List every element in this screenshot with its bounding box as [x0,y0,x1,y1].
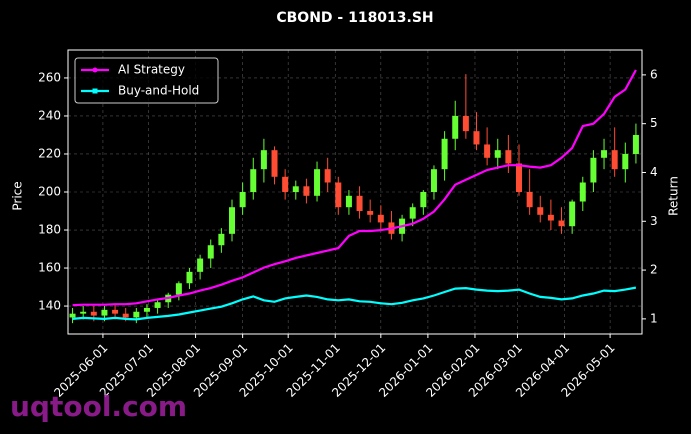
y-tick-label: 260 [38,70,61,84]
legend-marker [92,88,98,94]
candle-body [207,245,214,259]
candle-body [441,138,448,170]
candle-body [314,169,321,196]
candle-body [622,153,629,170]
candle-body [547,214,554,221]
candle-body [324,169,331,183]
candle-body [377,214,384,223]
candle-body [229,207,235,234]
candle-body [112,309,119,314]
y2-tick-label: 4 [650,165,658,179]
y2-tick-label: 1 [650,311,658,325]
y2-tick-label: 5 [650,116,658,130]
plot-frame [67,49,643,335]
candle-body [356,195,363,212]
candle-body [69,313,76,318]
candle-body [122,313,129,318]
legend-marker [92,67,98,73]
candle-body [154,302,161,308]
return-line [72,286,637,321]
candle-body [590,157,597,183]
candle-body [473,131,480,145]
candle-body [175,283,182,295]
candle-body [579,182,586,202]
y-axis-label: Price [11,181,25,210]
candle-body [462,115,469,132]
candle-body [143,307,150,312]
y2-axis-label: Return [667,176,681,216]
candle-body [494,150,501,158]
watermark: uqtool.com [10,390,187,423]
candle-body [101,309,108,316]
legend-box [74,57,219,104]
y2-tick-label: 6 [650,67,658,81]
candle-body [484,144,491,158]
candle-body [260,150,267,170]
candle-body [186,271,193,284]
candle-body [133,311,140,318]
y2-tick-label: 3 [650,214,658,228]
candle-body [558,220,565,227]
candle-body [218,233,225,246]
y-tick-label: 140 [38,299,61,313]
y-tick-label: 220 [38,146,61,160]
candle-body [430,169,437,192]
candle-body [90,311,97,316]
candle-body [282,176,289,192]
candle-body [505,150,512,164]
candle-body [80,311,87,314]
chart-title: CBOND - 118013.SH [276,10,433,26]
y-tick-label: 240 [38,108,61,122]
candle-body [271,150,278,177]
candle-body [516,163,522,192]
candle-body [197,258,204,272]
candle-body [303,186,310,196]
candle-body [601,150,608,158]
candle-body [526,192,533,208]
candle-body [420,192,427,208]
candle-body [292,186,299,192]
candle-body [452,115,459,139]
y2-tick-label: 2 [650,263,658,277]
return-line [72,69,637,307]
y-tick-label: 180 [38,223,61,237]
candle-body [409,207,416,219]
candle-body [367,211,374,215]
candle-body [250,169,257,192]
candle-body [611,150,618,170]
candle-body [569,201,576,227]
y-tick-label: 160 [38,261,61,275]
candle-body [345,195,352,208]
legend-label: AI Strategy [118,63,185,77]
candle-body [335,182,342,208]
candle-body [632,134,639,154]
candle-body [239,192,246,208]
legend-label: Buy-and-Hold [118,84,199,98]
y-tick-label: 200 [38,185,61,199]
candle-body [537,207,544,215]
